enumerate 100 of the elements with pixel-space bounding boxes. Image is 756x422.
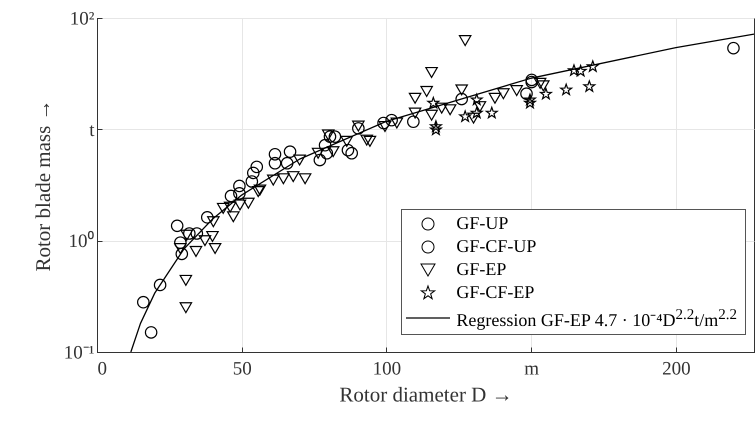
point — [284, 145, 296, 158]
point — [408, 108, 422, 119]
point — [280, 156, 294, 170]
point — [277, 173, 290, 184]
point — [352, 120, 365, 132]
legend-label: GF-CF-UP — [456, 235, 536, 258]
point — [314, 154, 326, 166]
point — [520, 87, 533, 100]
point — [390, 117, 404, 129]
point — [510, 85, 523, 96]
point — [524, 96, 536, 108]
point — [174, 236, 187, 249]
point — [154, 278, 166, 292]
point — [198, 235, 212, 246]
point — [586, 60, 599, 72]
point — [180, 230, 194, 241]
point — [328, 130, 342, 143]
y-tick-label: 10⁻¹ — [64, 342, 95, 364]
point — [574, 64, 587, 76]
point — [497, 88, 510, 100]
point — [420, 86, 433, 97]
point — [293, 154, 306, 166]
point — [190, 246, 202, 257]
point — [425, 66, 438, 78]
x-tick-label: 200 — [662, 358, 691, 380]
point — [488, 92, 502, 104]
point — [455, 92, 468, 106]
point — [470, 94, 483, 106]
point — [455, 84, 468, 96]
point — [427, 96, 440, 108]
point — [224, 190, 238, 202]
point — [560, 84, 572, 96]
point — [727, 42, 740, 54]
point — [435, 102, 448, 114]
point — [180, 302, 192, 314]
point — [378, 120, 392, 132]
point — [524, 94, 536, 106]
legend-label: Regression GF-EP 4.7 · 10⁻⁴D$^{2.2}$t/m$^{2.2}$ — [456, 306, 737, 332]
point — [583, 80, 596, 92]
point — [364, 136, 376, 147]
point — [318, 138, 332, 152]
point — [385, 114, 398, 126]
point — [536, 80, 550, 92]
line-series — [130, 33, 754, 352]
x-tick-label: 100 — [372, 358, 402, 380]
point — [540, 88, 552, 100]
point — [246, 166, 260, 180]
legend-label: GF-EP — [456, 258, 506, 281]
point — [268, 148, 282, 161]
point — [474, 101, 486, 112]
point — [425, 110, 438, 121]
point — [176, 248, 188, 260]
point — [170, 220, 184, 232]
point — [568, 64, 580, 76]
y-tick-label: t — [89, 120, 96, 141]
point — [467, 112, 480, 124]
x-tick-label: 0 — [98, 358, 107, 380]
legend-label: GF-CF-EP — [456, 281, 534, 304]
point — [242, 198, 255, 209]
point — [430, 124, 442, 136]
point — [320, 146, 334, 160]
point — [430, 120, 442, 132]
point — [137, 296, 150, 309]
point — [342, 144, 354, 156]
legend-label: GF-UP — [456, 212, 508, 235]
point — [444, 104, 456, 116]
point — [407, 115, 420, 128]
point — [360, 134, 374, 146]
point — [246, 175, 258, 188]
x-axis-title: Rotor diameter D → — [339, 382, 513, 406]
point — [200, 211, 214, 224]
point — [216, 202, 230, 214]
point — [190, 227, 204, 240]
point — [208, 242, 222, 254]
point — [345, 146, 358, 160]
point — [250, 160, 264, 174]
point — [224, 202, 236, 213]
point — [298, 173, 312, 184]
point — [233, 180, 246, 192]
x-tick-label: 50 — [232, 358, 252, 380]
point — [233, 187, 246, 200]
point — [458, 35, 472, 46]
point — [326, 146, 340, 158]
point — [206, 230, 219, 242]
point — [340, 136, 354, 147]
point — [470, 106, 483, 118]
point — [312, 148, 324, 159]
point — [352, 122, 365, 135]
point — [268, 156, 282, 170]
point — [207, 216, 220, 228]
point — [534, 78, 546, 89]
point — [144, 326, 158, 339]
point — [174, 242, 187, 254]
point — [234, 199, 246, 211]
point — [286, 171, 300, 182]
y-tick-label: 10² — [70, 8, 95, 30]
point — [266, 174, 280, 186]
point — [459, 110, 472, 122]
y-tick-label: 10⁰ — [68, 230, 94, 252]
point — [377, 116, 390, 130]
